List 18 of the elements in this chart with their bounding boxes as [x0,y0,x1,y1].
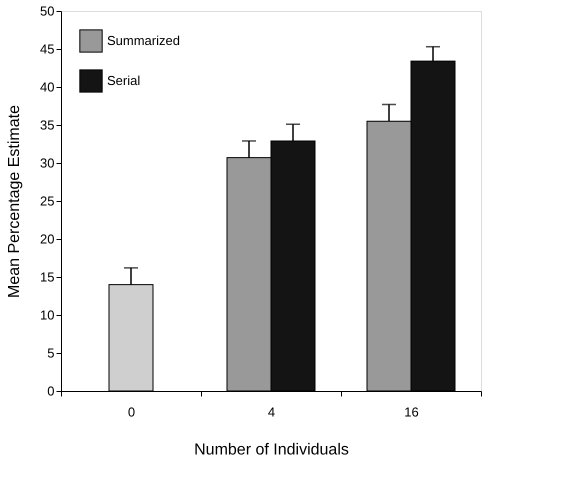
legend-label: Summarized [107,33,180,48]
x-axis-title: Number of Individuals [194,442,349,458]
y-tick-label: 35 [40,118,54,132]
y-tick-label: 30 [40,156,54,170]
y-axis-title: Mean Percentage Estimate [6,104,24,298]
y-tick-label: 20 [40,232,54,246]
y-tick-label: 25 [40,194,54,208]
y-tick-label: 40 [40,80,54,94]
x-tick-label: 4 [268,404,276,420]
y-tick-label: 5 [47,346,54,360]
x-tick-label: 0 [128,404,136,420]
legend-label: Serial [107,73,140,88]
y-tick-label: 15 [40,270,54,284]
y-tick-label: 10 [40,308,54,322]
y-tick-label: 50 [40,4,54,18]
y-tick-label: 0 [47,384,54,398]
x-tick-label: 16 [404,404,419,420]
y-tick-label: 45 [40,42,54,56]
